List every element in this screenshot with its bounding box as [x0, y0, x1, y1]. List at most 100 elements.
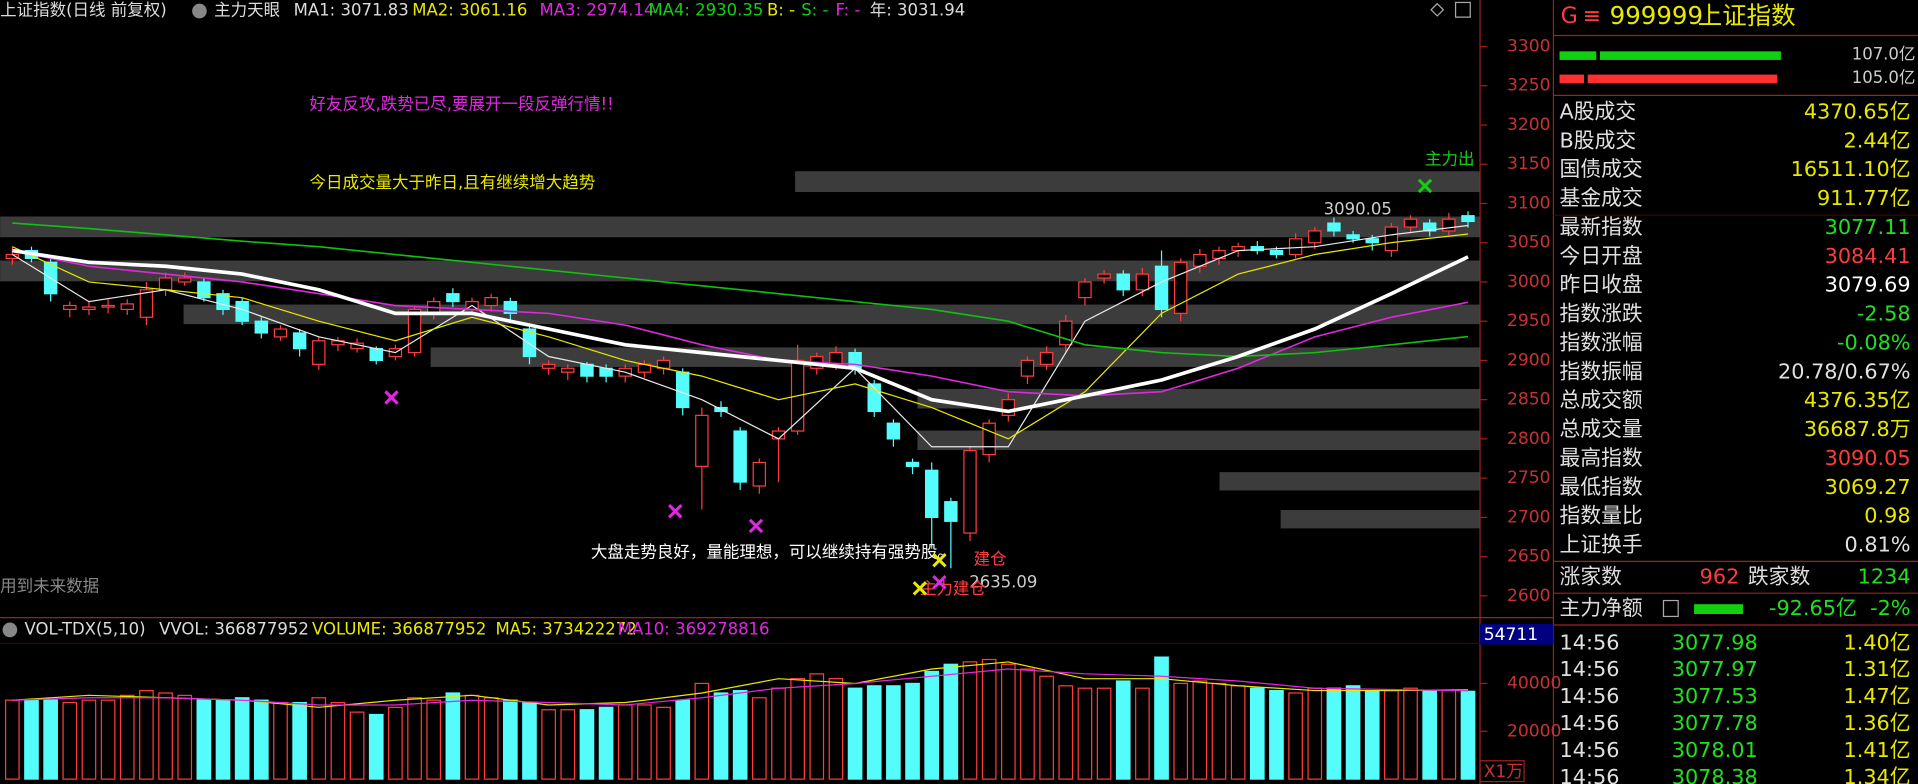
- candle-body: [1078, 281, 1092, 299]
- signal-markers: [384, 178, 1433, 596]
- y-tick-label: 2700: [1507, 507, 1551, 527]
- candle-body: [177, 277, 192, 283]
- low-label: 2635.09: [969, 572, 1037, 591]
- volume-bar: [1154, 656, 1169, 780]
- y-tick-label: 3000: [1507, 272, 1551, 292]
- ma-line: [12, 222, 1469, 358]
- band: [917, 430, 1481, 451]
- trade-time: 14:56: [1560, 630, 1620, 654]
- trade-price: 3077.53: [1672, 684, 1758, 708]
- volume-bar: [253, 699, 269, 780]
- volume-bar: [330, 701, 346, 780]
- candle-body: [733, 430, 747, 483]
- y-tick-label: 2650: [1507, 547, 1551, 567]
- y-max-label: 54711: [1484, 625, 1538, 645]
- flow-bar: [1559, 51, 1597, 60]
- marker: [748, 518, 764, 534]
- y-tick-label: 2950: [1507, 311, 1551, 331]
- candle-body: [580, 363, 594, 377]
- net-icon[interactable]: [1662, 599, 1679, 618]
- quote-value: 36687.8万: [1804, 417, 1911, 441]
- volume-bar: [1115, 680, 1131, 780]
- quote-label: 最低指数: [1560, 475, 1643, 499]
- breadth-label: 涨家数: [1560, 564, 1623, 588]
- ma-line: [12, 233, 1469, 440]
- menu-icon[interactable]: [192, 3, 207, 19]
- band: [795, 171, 1481, 193]
- signal: F: -: [835, 1, 860, 20]
- menu-icon[interactable]: [2, 622, 18, 638]
- tool-icon[interactable]: [1454, 1, 1471, 18]
- indicator-name[interactable]: 主力天眼: [214, 1, 280, 20]
- volume-bar: [1192, 680, 1208, 780]
- quote-value: 16511.10亿: [1791, 157, 1911, 181]
- y-tick-label: 20000: [1507, 721, 1561, 741]
- volume-bar: [43, 699, 58, 780]
- quote-label: 最高指数: [1560, 446, 1643, 470]
- menu-icon[interactable]: ≡: [1583, 4, 1601, 29]
- volume-bar: [273, 701, 288, 780]
- quote-value: 3084.41: [1825, 244, 1911, 268]
- candle-body: [752, 461, 767, 487]
- pane-title: VOL-TDX(5,10): [25, 619, 146, 638]
- y-tick-label: 2850: [1507, 390, 1551, 410]
- flow-bar: [1587, 74, 1778, 84]
- marker: [1417, 178, 1433, 194]
- volume-bar: [1364, 689, 1380, 780]
- quote-label: 总成交量: [1560, 417, 1643, 441]
- candle-body: [82, 306, 96, 311]
- volume-bar: [828, 678, 844, 780]
- quote-value: 0.81%: [1845, 532, 1911, 556]
- candle-body: [254, 320, 269, 334]
- volume-plot: [4, 656, 1476, 780]
- volume-bar: [158, 692, 173, 780]
- y-tick-label: 3250: [1507, 76, 1551, 96]
- candle-body: [446, 293, 460, 303]
- tool-icon[interactable]: [1430, 2, 1445, 17]
- volume-bar: [541, 709, 556, 780]
- volume-bar: [866, 685, 882, 780]
- trade-amount: 1.31亿: [1844, 657, 1911, 681]
- volume-bar: [790, 678, 805, 780]
- breadth-value: 962: [1700, 564, 1740, 588]
- quote-value: 3079.69: [1825, 273, 1911, 297]
- volume-bar: [1020, 668, 1035, 780]
- legend-entry: 年: 3031.94: [870, 1, 966, 20]
- marker: [912, 581, 928, 596]
- quote-label: A股成交: [1560, 100, 1637, 124]
- quote-label: 昨日收盘: [1560, 273, 1643, 297]
- candle-body: [1403, 218, 1418, 228]
- stock-name: 上证指数: [1698, 1, 1796, 30]
- trade-time: 14:56: [1560, 765, 1620, 784]
- legend-entry: MA10: 369278816: [618, 619, 770, 638]
- y-tick-label: 3200: [1507, 115, 1551, 135]
- legend-entry: VVOL: 366877952: [159, 619, 309, 638]
- net-label: 主力净额: [1560, 596, 1643, 620]
- breadth-label: 跌家数: [1748, 564, 1811, 588]
- ma-line: [12, 668, 1469, 706]
- candle-body: [1384, 226, 1399, 252]
- candle-body: [1461, 215, 1475, 223]
- flow-bar: [1559, 74, 1584, 84]
- high-label: 3090.05: [1324, 200, 1392, 219]
- candle-body: [695, 414, 709, 467]
- volume-bar: [407, 697, 422, 780]
- volume-bar: [1096, 687, 1112, 780]
- trade-time: 14:56: [1560, 657, 1620, 681]
- annotation: 建仓: [974, 550, 1008, 569]
- volume-bar: [943, 663, 959, 780]
- volume-bar: [1345, 685, 1361, 780]
- trade-price: 3077.97: [1672, 657, 1758, 681]
- market-tag: G: [1561, 4, 1578, 29]
- volume-bar: [886, 685, 901, 780]
- quote-label: 指数量比: [1560, 504, 1643, 528]
- quote-value: 3077.11: [1825, 215, 1911, 239]
- flow-value: 107.0亿: [1852, 45, 1916, 64]
- flow-bar: [1599, 51, 1781, 60]
- net-bar: [1694, 604, 1743, 614]
- quote-value: 20.78/0.67%: [1778, 359, 1911, 383]
- y-tick-label: 2750: [1507, 468, 1551, 488]
- volume-bar: [81, 699, 97, 780]
- trade-amount: 1.34亿: [1844, 765, 1911, 784]
- marker: [668, 504, 683, 519]
